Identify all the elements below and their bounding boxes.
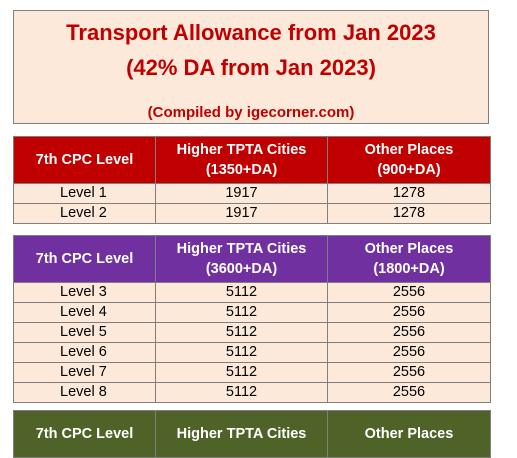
table-row: Level 1 1917 1278 [13, 183, 491, 204]
header-higher-tpta-label: Higher TPTA Cities [176, 426, 307, 442]
table-row: Level 8 5112 2556 [13, 382, 491, 403]
table-header-row: 7th CPC Level Higher TPTA Cities (3600+D… [13, 235, 491, 283]
header-other-places: Other Places (900+DA) [327, 136, 491, 184]
header-cpc-level: 7th CPC Level [13, 136, 156, 184]
level-cell: Level 6 [13, 342, 156, 363]
header-higher-tpta-label: Higher TPTA Cities [176, 241, 307, 257]
level-cell: Level 8 [13, 382, 156, 403]
header-other-places-label: Other Places [364, 426, 454, 442]
level-cell: Level 5 [13, 322, 156, 343]
header-higher-tpta-rate: (3600+DA) [205, 261, 278, 277]
level-cell: Level 3 [13, 282, 156, 303]
other-places-value: 2556 [327, 302, 491, 323]
header-higher-tpta-rate: (1350+DA) [205, 162, 278, 178]
header-higher-tpta: Higher TPTA Cities [155, 410, 328, 458]
other-places-value: 2556 [327, 342, 491, 363]
header-other-places: Other Places [327, 410, 491, 458]
header-higher-tpta-label: Higher TPTA Cities [176, 142, 307, 158]
level-cell: Level 1 [13, 183, 156, 204]
higher-tpta-value: 5112 [155, 362, 328, 383]
table-row: Level 4 5112 2556 [13, 302, 491, 323]
higher-tpta-value: 5112 [155, 302, 328, 323]
page-title: Transport Allowance from Jan 2023 [66, 20, 436, 45]
higher-tpta-value: 5112 [155, 282, 328, 303]
table-row: Level 6 5112 2556 [13, 342, 491, 363]
table-row: Level 5 5112 2556 [13, 322, 491, 343]
higher-tpta-value: 5112 [155, 382, 328, 403]
table-row: Level 7 5112 2556 [13, 362, 491, 383]
header-other-places: Other Places (1800+DA) [327, 235, 491, 283]
table-header-row: 7th CPC Level Higher TPTA Cities (1350+D… [13, 136, 491, 184]
other-places-value: 2556 [327, 282, 491, 303]
header-cpc-level: 7th CPC Level [13, 235, 156, 283]
page-subtitle: (42% DA from Jan 2023) [126, 55, 376, 80]
allowance-table-level-9-plus: 7th CPC Level Higher TPTA Cities Other P… [13, 410, 491, 458]
allowance-table-levels-3-8: 7th CPC Level Higher TPTA Cities (3600+D… [13, 235, 491, 403]
header-other-places-rate: (1800+DA) [373, 261, 445, 277]
credit-text: (Compiled by igecorner.com) [147, 104, 355, 121]
other-places-value: 2556 [327, 362, 491, 383]
header-other-places-rate: (900+DA) [377, 162, 441, 178]
header-higher-tpta: Higher TPTA Cities (1350+DA) [155, 136, 328, 184]
higher-tpta-value: 1917 [155, 203, 328, 224]
header-other-places-label: Other Places [364, 142, 454, 158]
other-places-value: 1278 [327, 203, 491, 224]
table-row: Level 3 5112 2556 [13, 282, 491, 303]
header-higher-tpta: Higher TPTA Cities (3600+DA) [155, 235, 328, 283]
header-other-places-label: Other Places [364, 241, 454, 257]
table-row: Level 2 1917 1278 [13, 203, 491, 224]
header-cpc-level: 7th CPC Level [13, 410, 156, 458]
level-cell: Level 4 [13, 302, 156, 323]
allowance-table-levels-1-2: 7th CPC Level Higher TPTA Cities (1350+D… [13, 136, 491, 224]
other-places-value: 2556 [327, 322, 491, 343]
other-places-value: 1278 [327, 183, 491, 204]
higher-tpta-value: 1917 [155, 183, 328, 204]
higher-tpta-value: 5112 [155, 322, 328, 343]
level-cell: Level 7 [13, 362, 156, 383]
table-header-row: 7th CPC Level Higher TPTA Cities Other P… [13, 410, 491, 458]
higher-tpta-value: 5112 [155, 342, 328, 363]
title-box: Transport Allowance from Jan 2023 (42% D… [13, 10, 489, 124]
level-cell: Level 2 [13, 203, 156, 224]
other-places-value: 2556 [327, 382, 491, 403]
